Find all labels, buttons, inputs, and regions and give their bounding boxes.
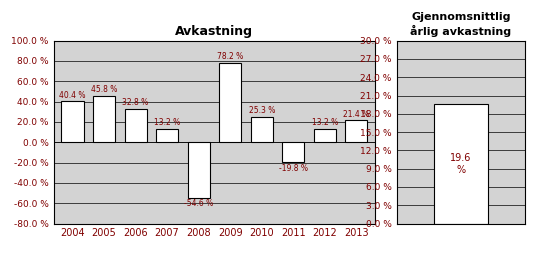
Bar [314,129,336,142]
Bar [156,129,178,142]
Bar [62,101,84,142]
Text: 19.6
%: 19.6 % [450,153,472,174]
Bar [124,109,147,142]
Text: -54.6 %: -54.6 % [184,199,213,208]
Bar [219,63,241,142]
Text: 25.3 %: 25.3 % [249,106,275,115]
Text: 78.2 %: 78.2 % [217,52,243,61]
Text: 13.2 %: 13.2 % [311,118,338,127]
Text: 40.4 %: 40.4 % [59,91,86,100]
Bar [93,96,115,142]
Title: Avkastning: Avkastning [175,25,254,38]
Title: Gjennomsnittlig
årlig avkastning: Gjennomsnittlig årlig avkastning [411,12,511,37]
Text: 21.4 %: 21.4 % [343,110,369,119]
Text: -19.8 %: -19.8 % [279,164,308,173]
Text: 13.2 %: 13.2 % [154,118,180,127]
Bar [345,120,367,142]
Bar [188,142,210,198]
Bar [434,104,488,224]
Text: 45.8 %: 45.8 % [91,85,117,94]
Bar [251,117,273,142]
Text: 32.8 %: 32.8 % [122,98,148,107]
Bar [282,142,304,162]
